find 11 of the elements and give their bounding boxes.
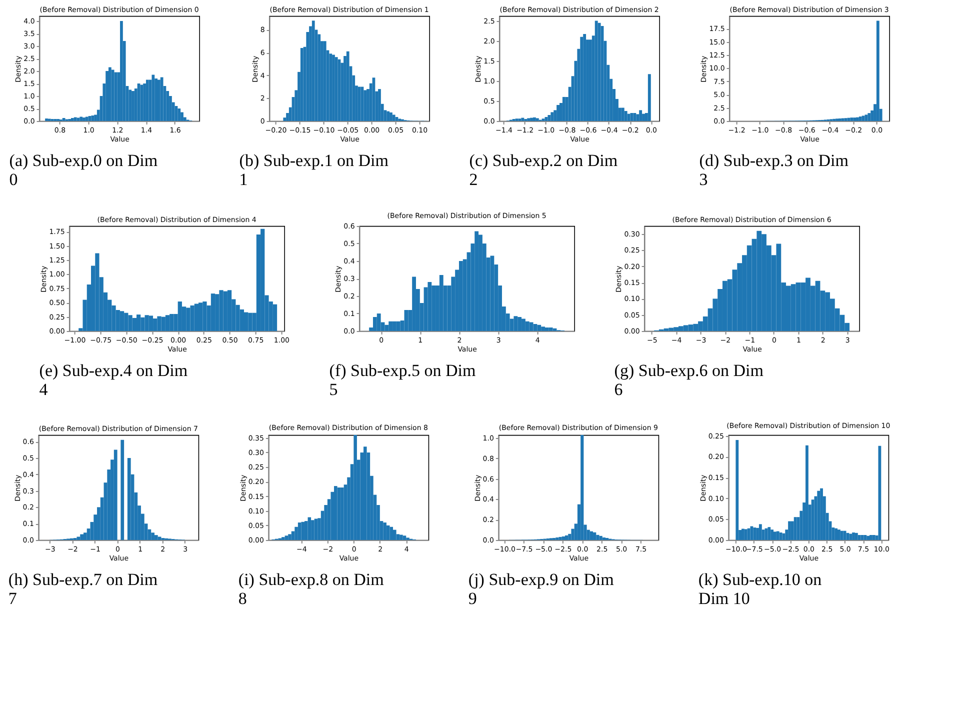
text: (a) Sub-exp.0 on Dim 0: [9, 151, 158, 189]
text: (h) Sub-exp.7 on Dim 7: [8, 570, 158, 608]
text: (g) Sub-exp.6 on Dim 6: [614, 361, 764, 399]
text: (c) Sub-exp.2 on Dim 2: [469, 151, 618, 189]
text: (i) Sub-exp.8 on Dim 8: [238, 570, 384, 608]
text: (j) Sub-exp.9 on Dim 9: [468, 570, 614, 608]
text: (f) Sub-exp.5 on Dim 5: [329, 361, 476, 399]
text: (e) Sub-exp.4 on Dim 4: [39, 361, 188, 399]
text: (k) Sub-exp.10 on Dim 10: [698, 570, 822, 608]
text: (d) Sub-exp.3 on Dim 3: [699, 151, 849, 189]
text: (b) Sub-exp.1 on Dim 1: [239, 151, 389, 189]
